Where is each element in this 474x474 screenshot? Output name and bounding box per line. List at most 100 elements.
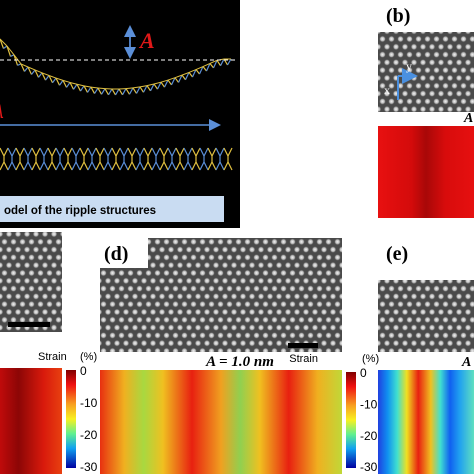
bond: [55, 147, 65, 171]
bond: [7, 147, 17, 171]
bond: [69, 82, 75, 90]
bond: [73, 83, 78, 90]
bond: [104, 88, 110, 96]
panel-label: (e): [386, 243, 408, 265]
colorbar-ticks: 0 -10 -20 -30: [360, 366, 378, 474]
bond: [132, 87, 138, 94]
bond: [83, 85, 89, 93]
colorbar-title: Strain: [38, 351, 67, 363]
caption-box: [0, 196, 224, 222]
bond: [191, 147, 201, 171]
bond: [215, 147, 225, 171]
bond: [59, 80, 64, 86]
bond: [181, 71, 190, 76]
colorbar-title: Strain: [289, 353, 318, 365]
bond: [188, 72, 193, 78]
bond: [90, 86, 99, 89]
panel-a-background: [0, 0, 240, 228]
bond: [27, 66, 36, 71]
wavelength-label: λ: [0, 98, 4, 123]
strain-title: A: [463, 111, 473, 126]
bond: [125, 88, 131, 95]
strain-title: A: [461, 355, 471, 370]
bond: [174, 77, 179, 83]
bond: [69, 81, 78, 85]
strain-map: [378, 370, 474, 474]
bond: [163, 79, 169, 88]
bond: [223, 147, 233, 171]
bond: [160, 81, 165, 88]
bond: [139, 86, 145, 93]
bond: [174, 74, 183, 79]
colorbar-unit: (%): [362, 353, 379, 365]
bond: [93, 87, 99, 94]
colorbar-tick-label: -10: [80, 396, 98, 410]
bond: [202, 66, 207, 72]
colorbar-ticks: 0 -10 -20 -30: [80, 364, 98, 474]
bond: [10, 54, 15, 57]
bond: [66, 82, 71, 88]
stem-image: [378, 280, 474, 352]
bond: [6, 45, 12, 57]
bond: [41, 72, 50, 76]
bond: [31, 147, 41, 171]
bond: [118, 88, 124, 96]
bond: [139, 85, 148, 88]
bond: [191, 69, 197, 78]
axis-label: x: [384, 83, 390, 97]
bond: [143, 147, 153, 171]
bond: [167, 79, 172, 86]
bond: [198, 66, 204, 75]
colorbar-tick-label: -10: [360, 398, 378, 412]
bond: [209, 59, 218, 64]
bond: [83, 85, 92, 88]
bond: [87, 147, 97, 171]
colorbar: [66, 370, 76, 468]
bond: [216, 60, 222, 67]
colorbar-unit: (%): [80, 351, 97, 363]
colorbar: [346, 372, 356, 468]
bond: [195, 69, 200, 75]
bond: [202, 63, 211, 68]
bond: [86, 86, 92, 93]
bond: [128, 87, 134, 95]
stem-image: [378, 32, 474, 112]
bond: [111, 88, 117, 96]
bond: [34, 69, 40, 78]
bond: [188, 69, 197, 73]
bond: [170, 77, 176, 86]
bond: [0, 38, 5, 49]
panel-label: (b): [386, 5, 410, 27]
bond: [17, 63, 22, 66]
bond: [119, 147, 129, 171]
bond: [175, 147, 185, 171]
bond: [149, 83, 155, 92]
bond: [76, 84, 82, 92]
bond: [23, 147, 33, 171]
bond: [135, 147, 145, 171]
bond: [0, 38, 8, 47]
strain-title: A = 1.0 nm: [205, 354, 274, 370]
bond: [146, 83, 155, 87]
bond: [45, 75, 50, 81]
bond: [95, 147, 105, 171]
bond: [62, 79, 71, 83]
bond: [20, 63, 26, 72]
bond: [181, 74, 186, 81]
caption: odel of the ripple structures: [4, 205, 156, 217]
bond: [160, 79, 169, 83]
bond: [39, 147, 49, 171]
stem-image: [0, 232, 62, 332]
scale-bar: [8, 322, 50, 327]
strain-map: [100, 370, 342, 474]
bond: [76, 83, 85, 87]
bond: [48, 75, 57, 79]
bond: [48, 75, 54, 84]
bond: [62, 80, 68, 88]
bond: [97, 87, 103, 95]
bond: [79, 147, 89, 171]
bond: [142, 85, 148, 93]
bond: [177, 74, 183, 83]
bond: [183, 147, 193, 171]
bond: [127, 147, 137, 171]
